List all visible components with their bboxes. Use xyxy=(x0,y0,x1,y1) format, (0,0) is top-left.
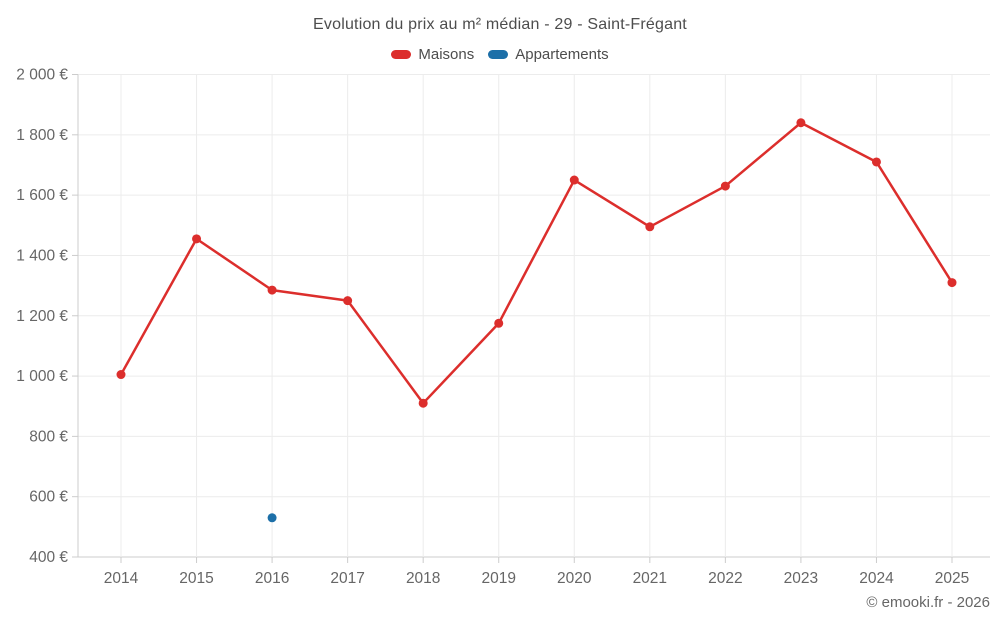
maisons-point[interactable] xyxy=(569,175,579,185)
y-axis-label: 1 200 € xyxy=(16,308,68,325)
maisons-point[interactable] xyxy=(267,285,277,295)
legend-item-appartements[interactable]: Appartements xyxy=(488,46,609,63)
y-axis-label: 2 000 € xyxy=(16,67,68,84)
x-axis-label: 2021 xyxy=(633,570,667,587)
y-axis-label: 400 € xyxy=(29,549,68,566)
chart-title: Evolution du prix au m² médian - 29 - Sa… xyxy=(313,16,687,33)
maisons-point[interactable] xyxy=(494,318,504,328)
maisons-point[interactable] xyxy=(192,234,202,244)
appartements-point[interactable] xyxy=(267,513,277,523)
x-axis-label: 2017 xyxy=(330,570,364,587)
chart-legend: Maisons Appartements xyxy=(0,46,1000,63)
x-axis-label: 2025 xyxy=(935,570,969,587)
legend-label-maisons: Maisons xyxy=(418,46,475,63)
x-axis-label: 2014 xyxy=(104,570,139,587)
maisons-point[interactable] xyxy=(645,222,655,232)
x-axis-label: 2023 xyxy=(784,570,818,587)
x-axis-label: 2015 xyxy=(179,570,213,587)
legend-item-maisons[interactable]: Maisons xyxy=(391,46,474,63)
x-axis-label: 2022 xyxy=(708,570,742,587)
y-axis-label: 1 000 € xyxy=(16,368,68,385)
maisons-point[interactable] xyxy=(796,118,806,128)
x-axis-label: 2019 xyxy=(481,570,515,587)
maisons-point[interactable] xyxy=(418,398,428,408)
x-axis-label: 2020 xyxy=(557,570,592,587)
maisons-point[interactable] xyxy=(947,278,957,288)
maisons-point[interactable] xyxy=(343,296,353,306)
x-axis-label: 2024 xyxy=(859,570,894,587)
maisons-point[interactable] xyxy=(871,157,881,167)
y-axis-label: 1 400 € xyxy=(16,247,68,264)
x-axis-label: 2018 xyxy=(406,570,440,587)
y-axis-label: 1 600 € xyxy=(16,187,68,204)
maisons-swatch-icon xyxy=(391,50,412,59)
y-axis-label: 800 € xyxy=(29,428,68,445)
maisons-point[interactable] xyxy=(720,181,730,191)
y-axis-label: 600 € xyxy=(29,489,68,506)
legend-label-appartements: Appartements xyxy=(515,46,609,63)
x-axis-label: 2016 xyxy=(255,570,289,587)
appartements-swatch-icon xyxy=(488,50,509,59)
y-axis-label: 1 800 € xyxy=(16,127,68,144)
maisons-point[interactable] xyxy=(116,370,126,380)
copyright-text: © emooki.fr - 2026 xyxy=(866,594,990,611)
maisons-line xyxy=(119,121,954,405)
